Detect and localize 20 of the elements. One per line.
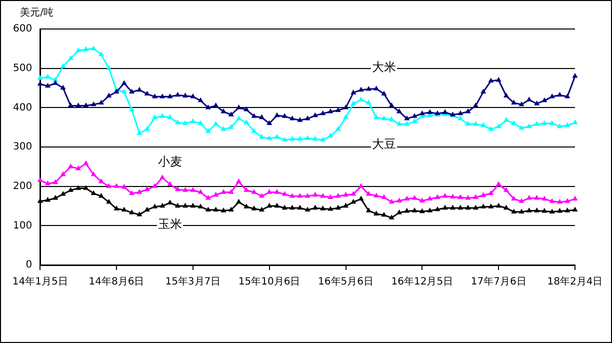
series-label: 大米 [372,60,396,74]
x-tick-label: 14年8月6日 [88,276,144,288]
y-tick-label: 500 [12,62,32,74]
x-tick-label: 15年3月7日 [165,276,221,288]
y-tick-label: 300 [12,142,32,153]
series-label: 小麦 [158,154,182,168]
x-tick-label: 14年1月5日 [12,276,68,288]
y-tick-label: 600 [12,24,32,35]
x-tick-label: 16年12月5日 [391,276,454,288]
y-tick-label: 0 [26,260,32,271]
x-tick-label: 15年10月6日 [238,276,300,288]
y-tick-label: 400 [12,102,32,114]
x-tick-label: 17年7月6日 [470,276,526,288]
series-label: 大豆 [372,136,396,151]
y-tick-label: 200 [12,180,32,192]
series-label: 玉米 [158,216,182,231]
x-tick-label: 18年2月4日 [547,276,603,288]
y-tick-label: 100 [12,220,32,232]
x-tick-label: 16年5月6日 [318,276,374,288]
y-axis-title: 美元/吨 [20,6,54,19]
